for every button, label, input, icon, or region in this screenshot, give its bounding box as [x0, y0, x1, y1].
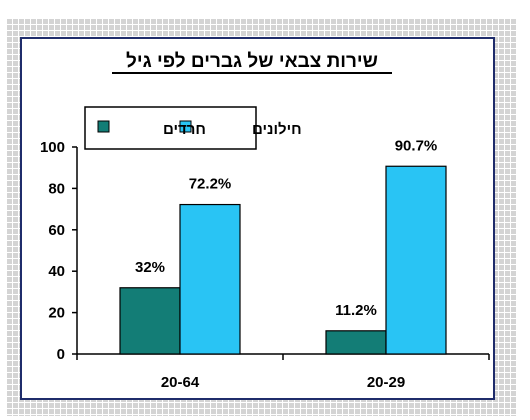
- y-tick-label: 80: [48, 180, 65, 197]
- bar: [325, 330, 387, 355]
- y-tick-label: 60: [48, 222, 65, 239]
- y-tick-label: 0: [57, 346, 65, 363]
- chart-axes: 0 20 40 60 80 100: [40, 139, 490, 363]
- legend-label-series-2: חילונים: [252, 121, 302, 138]
- y-tick-label: 40: [48, 263, 65, 280]
- y-tick-label: 100: [40, 139, 65, 156]
- bar: [119, 287, 181, 355]
- data-label: 90.7%: [395, 137, 438, 154]
- chart-title: שירות צבאי של גברים לפי גיל: [126, 51, 378, 72]
- bar: [385, 165, 447, 355]
- legend-box: [84, 106, 257, 150]
- data-label: 32%: [135, 259, 165, 276]
- x-category-label: 20-64: [161, 374, 200, 391]
- y-tick-label: 20: [48, 305, 65, 322]
- legend-swatch-series-2: [179, 120, 192, 133]
- bar: [179, 203, 241, 355]
- chart-bars: [119, 165, 447, 355]
- data-label: 11.2%: [335, 302, 377, 319]
- x-category-label: 20-29: [367, 374, 405, 391]
- chart-value-labels: 32% 72.2% 11.2% 90.7%: [135, 137, 437, 319]
- chart-legend: חילונים חרדים: [84, 106, 302, 150]
- data-label: 72.2%: [189, 176, 232, 193]
- chart-category-labels: 20-64 20-29: [161, 374, 405, 391]
- legend-label-series-1: חרדים: [163, 121, 206, 138]
- legend-swatch-series-1: [97, 120, 110, 133]
